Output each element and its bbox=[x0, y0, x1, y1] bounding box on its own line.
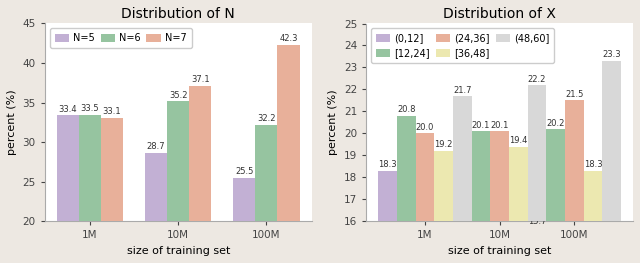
Text: 20.2: 20.2 bbox=[547, 119, 564, 128]
Legend: (0,12], [12,24], (24,36], [36,48], (48,60]: (0,12], [12,24], (24,36], [36,48], (48,6… bbox=[371, 28, 554, 63]
Bar bbox=[472, 131, 490, 263]
Bar bbox=[255, 125, 278, 263]
Bar bbox=[602, 61, 621, 263]
Title: Distribution of N: Distribution of N bbox=[122, 7, 235, 21]
Text: 19.2: 19.2 bbox=[435, 140, 453, 149]
Text: 21.7: 21.7 bbox=[453, 85, 472, 94]
Bar bbox=[57, 115, 79, 263]
Text: 25.5: 25.5 bbox=[236, 167, 253, 176]
Text: 18.3: 18.3 bbox=[584, 160, 602, 169]
Bar bbox=[378, 171, 397, 263]
Bar bbox=[101, 118, 123, 263]
Text: 20.1: 20.1 bbox=[490, 121, 509, 130]
Text: 33.1: 33.1 bbox=[103, 107, 122, 116]
Bar bbox=[145, 153, 167, 263]
Text: 22.2: 22.2 bbox=[528, 74, 546, 84]
Bar bbox=[397, 116, 415, 263]
Legend: N=5, N=6, N=7: N=5, N=6, N=7 bbox=[50, 28, 191, 48]
X-axis label: size of training set: size of training set bbox=[127, 246, 230, 256]
Text: 33.4: 33.4 bbox=[59, 105, 77, 114]
Bar bbox=[189, 86, 211, 263]
Bar bbox=[584, 171, 602, 263]
Bar bbox=[547, 129, 565, 263]
Bar bbox=[453, 96, 472, 263]
Title: Distribution of X: Distribution of X bbox=[443, 7, 556, 21]
Text: 18.3: 18.3 bbox=[378, 160, 397, 169]
Bar bbox=[234, 178, 255, 263]
Text: 20.1: 20.1 bbox=[472, 121, 490, 130]
Bar bbox=[527, 85, 547, 263]
Bar bbox=[415, 134, 435, 263]
Text: 20.8: 20.8 bbox=[397, 105, 415, 114]
Text: 33.5: 33.5 bbox=[81, 104, 99, 113]
Text: 32.2: 32.2 bbox=[257, 114, 276, 123]
Text: 21.5: 21.5 bbox=[565, 90, 584, 99]
Bar bbox=[565, 100, 584, 263]
Text: 42.3: 42.3 bbox=[279, 34, 298, 43]
Text: 37.1: 37.1 bbox=[191, 75, 209, 84]
Text: 18.7: 18.7 bbox=[453, 151, 472, 160]
Bar bbox=[453, 162, 472, 263]
Text: 19.4: 19.4 bbox=[509, 136, 527, 145]
Bar bbox=[527, 228, 547, 263]
Text: 28.7: 28.7 bbox=[147, 142, 166, 151]
Text: 23.3: 23.3 bbox=[602, 50, 621, 59]
Bar bbox=[490, 131, 509, 263]
Bar bbox=[435, 151, 453, 263]
Bar bbox=[79, 115, 101, 263]
Text: 20.0: 20.0 bbox=[416, 123, 434, 132]
X-axis label: size of training set: size of training set bbox=[448, 246, 551, 256]
Text: 35.2: 35.2 bbox=[169, 90, 188, 99]
Bar bbox=[509, 147, 527, 263]
Bar bbox=[167, 101, 189, 263]
Bar bbox=[278, 45, 300, 263]
Y-axis label: percent (%): percent (%) bbox=[328, 90, 339, 155]
Y-axis label: percent (%): percent (%) bbox=[7, 90, 17, 155]
Text: 15.7: 15.7 bbox=[528, 218, 546, 226]
